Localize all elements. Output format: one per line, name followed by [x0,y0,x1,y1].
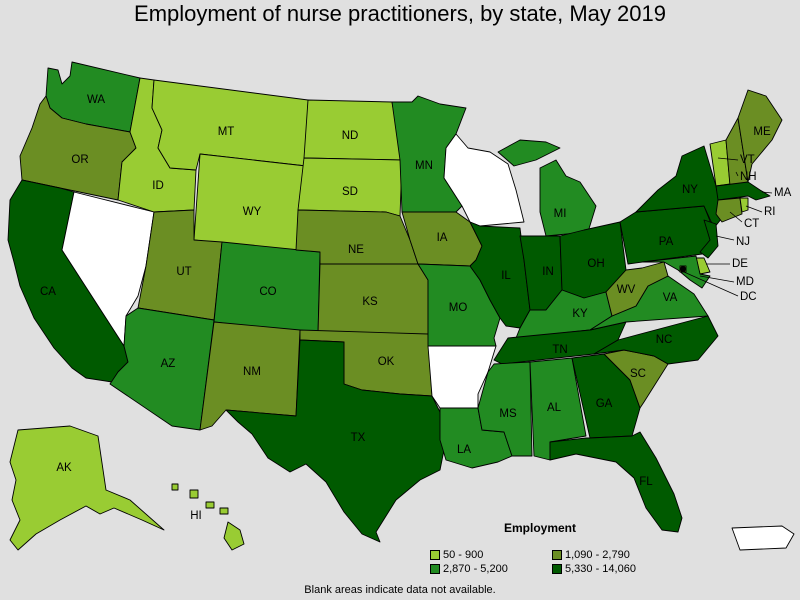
label-KY: KY [572,308,588,320]
legend-item-3: 2,870 - 5,200 [430,563,508,575]
label-SD: SD [342,186,358,198]
legend-label-4: 5,330 - 14,060 [565,563,636,575]
label-LA: LA [457,444,471,456]
label-MN: MN [415,160,433,172]
state-WY[interactable] [193,153,307,253]
label-NE: NE [348,244,364,256]
label-OR: OR [71,154,88,166]
legend-item-2: 1,090 - 2,790 [552,549,630,561]
footnote: Blank areas indicate data not available. [304,584,496,596]
legend-swatch-1 [430,550,440,561]
state-FL[interactable] [549,431,683,533]
label-MA: MA [774,187,792,199]
label-AK: AK [56,462,72,474]
legend-label-2: 1,090 - 2,790 [565,549,630,561]
label-ND: ND [342,130,359,142]
state-TX[interactable] [225,339,447,543]
label-NJ: NJ [736,236,750,248]
state-PA[interactable] [619,205,713,265]
state-MS[interactable] [477,361,533,457]
label-ME: ME [753,126,771,138]
legend-swatch-3 [430,564,440,575]
label-CO: CO [259,286,276,298]
state-MA[interactable] [715,181,771,201]
state-NY[interactable] [635,145,723,229]
state-HI[interactable] [171,483,245,551]
label-MO: MO [449,302,468,314]
legend-title: Employment [504,521,577,535]
label-FL: FL [639,476,653,488]
state-ME[interactable] [737,89,783,183]
state-NJ[interactable] [699,219,719,259]
territory-PR[interactable] [731,525,795,551]
label-DC: DC [740,291,757,303]
label-PA: PA [659,236,674,248]
state-CT[interactable] [715,197,743,223]
label-IL: IL [501,270,511,282]
label-NC: NC [656,334,673,346]
state-MD[interactable] [641,255,711,289]
legend-swatch-2 [552,550,562,561]
label-SC: SC [630,368,646,380]
label-AZ: AZ [161,358,176,370]
label-RI: RI [764,206,776,218]
label-MT: MT [218,126,235,138]
label-IA: IA [437,232,448,244]
label-MS: MS [499,408,517,420]
label-KS: KS [362,296,378,308]
label-HI: HI [190,510,202,522]
label-NY: NY [682,184,698,196]
dc-marker [680,266,686,272]
label-CA: CA [40,286,56,298]
label-NH: NH [740,171,757,183]
label-MD: MD [736,276,754,288]
label-DE: DE [732,258,748,270]
label-OH: OH [587,258,604,270]
state-NC[interactable] [593,315,719,365]
state-MI[interactable] [497,139,597,237]
legend-label-3: 2,870 - 5,200 [443,563,508,575]
label-WY: WY [243,206,262,218]
label-GA: GA [596,398,613,410]
map-title: Employment of nurse practitioners, by st… [134,1,666,26]
state-RI[interactable] [739,197,749,213]
label-IN: IN [542,266,554,278]
state-WV[interactable] [605,261,669,317]
state-WI[interactable] [443,133,525,227]
state-MT[interactable] [151,79,309,171]
label-NM: NM [243,366,261,378]
label-WV: WV [617,284,636,296]
legend-label-1: 50 - 900 [443,549,484,561]
label-VA: VA [663,292,678,304]
label-VT: VT [740,154,755,166]
label-UT: UT [176,266,191,278]
label-CT: CT [744,218,759,230]
label-TN: TN [552,344,567,356]
label-ID: ID [152,180,164,192]
legend-item-1: 50 - 900 [430,549,483,561]
legend-item-4: 5,330 - 14,060 [552,563,636,575]
label-TX: TX [351,432,366,444]
label-MI: MI [554,208,567,220]
label-WA: WA [87,94,105,106]
state-AR[interactable] [427,345,497,409]
label-AL: AL [547,402,562,414]
label-OK: OK [378,356,395,368]
legend-swatch-4 [552,564,562,575]
state-AK[interactable] [9,425,165,551]
